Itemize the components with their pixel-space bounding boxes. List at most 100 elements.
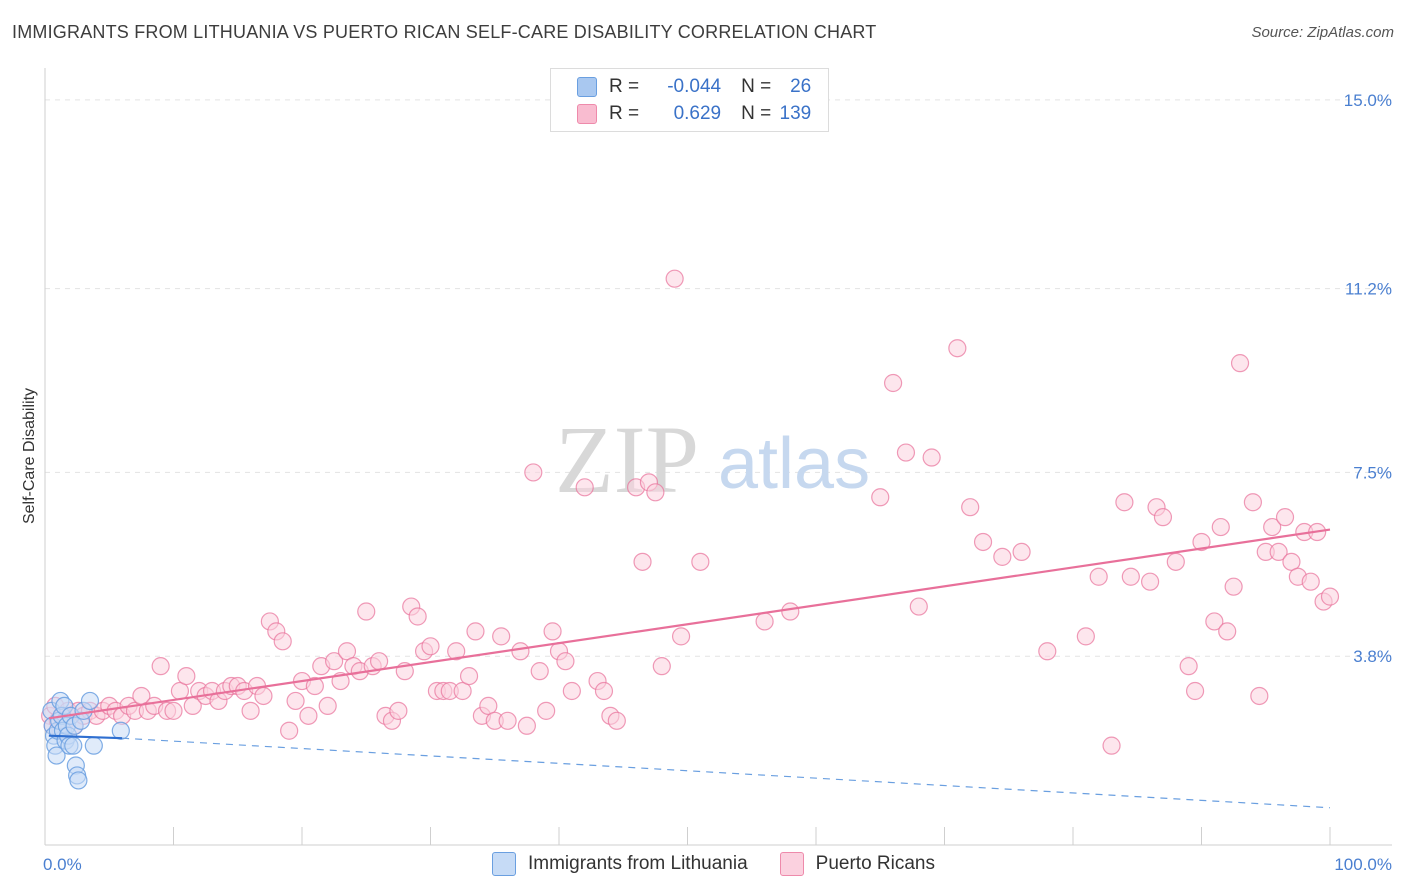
point-puerto-ricans <box>1166 552 1185 571</box>
point-puerto-ricans <box>993 547 1012 566</box>
point-puerto-ricans <box>1250 686 1269 706</box>
legend-label-lithuania: Immigrants from Lithuania <box>528 853 748 874</box>
point-puerto-ricans <box>1301 572 1320 591</box>
point-puerto-ricans <box>922 448 941 467</box>
point-puerto-ricans <box>691 552 710 571</box>
point-lithuania <box>64 736 83 755</box>
point-puerto-ricans <box>530 662 549 681</box>
point-puerto-ricans <box>254 686 273 706</box>
point-puerto-ricans <box>1038 642 1057 661</box>
point-lithuania <box>69 771 88 790</box>
point-puerto-ricans <box>1140 572 1160 591</box>
point-puerto-ricans <box>948 339 967 358</box>
point-puerto-ricans <box>1269 542 1288 562</box>
trend-line-lithuania <box>48 734 123 740</box>
watermark: ZIP atlas <box>555 406 870 513</box>
point-puerto-ricans <box>1115 493 1134 512</box>
point-puerto-ricans <box>1012 542 1031 562</box>
point-puerto-ricans <box>389 701 408 720</box>
watermark-zip: ZIP <box>555 406 699 513</box>
legend-r-label: R = <box>609 76 640 97</box>
trend-lines <box>48 528 1331 809</box>
legend-n-value: 26 <box>790 76 812 97</box>
watermark-atlas: atlas <box>718 424 870 504</box>
x-tick-label: 0.0% <box>43 855 82 874</box>
point-puerto-ricans <box>1320 587 1340 606</box>
y-tick-label: 11.2% <box>1345 280 1392 299</box>
correlation-legend: R = -0.044 N = 26 R = 0.629 N = 139 <box>550 68 829 132</box>
point-puerto-ricans <box>755 612 774 631</box>
point-puerto-ricans <box>607 711 626 730</box>
legend-row-lithuania: R = -0.044 N = 26 <box>551 74 811 100</box>
point-puerto-ricans <box>883 373 903 393</box>
legend-swatch-lithuania <box>492 852 516 876</box>
point-puerto-ricans <box>781 602 800 621</box>
point-puerto-ricans <box>273 632 292 651</box>
tick-labels: 3.8% 7.5% 11.2% 15.0% 0.0% 100.0% <box>43 91 1392 874</box>
legend-swatch-lithuania <box>577 77 597 97</box>
trend-line-lithuania-extension <box>122 737 1331 809</box>
point-puerto-ricans <box>1185 681 1205 701</box>
point-puerto-ricans <box>421 637 440 656</box>
point-puerto-ricans <box>241 701 260 720</box>
point-puerto-ricans <box>286 691 305 711</box>
point-puerto-ricans <box>1275 508 1295 527</box>
point-puerto-ricans <box>492 627 511 646</box>
legend-label-puerto-ricans: Puerto Ricans <box>815 853 935 874</box>
point-puerto-ricans <box>1243 493 1263 512</box>
point-puerto-ricans <box>466 622 485 641</box>
series-legend: Immigrants from Lithuania Puerto Ricans <box>492 852 935 876</box>
legend-r-value: -0.044 <box>667 76 722 97</box>
y-tick-label: 15.0% <box>1344 91 1392 110</box>
point-puerto-ricans <box>556 652 575 671</box>
trend-line-puerto-ricans <box>48 528 1331 720</box>
source-label: Source: ZipAtlas.com <box>1251 24 1394 41</box>
point-puerto-ricans <box>871 488 890 507</box>
point-puerto-ricans <box>151 657 170 676</box>
point-puerto-ricans <box>575 478 594 497</box>
point-lithuania <box>80 691 100 711</box>
grid-lines <box>45 99 1392 657</box>
point-puerto-ricans <box>909 597 928 616</box>
point-puerto-ricans <box>1179 657 1198 676</box>
point-puerto-ricans <box>1205 612 1224 631</box>
x-tick-label: 100.0% <box>1334 855 1392 874</box>
legend-n-label: N = <box>741 76 772 97</box>
point-puerto-ricans <box>1218 622 1237 641</box>
point-lithuania <box>84 736 103 755</box>
point-puerto-ricans <box>305 676 324 696</box>
point-puerto-ricans <box>318 696 337 716</box>
point-puerto-ricans <box>1263 517 1282 537</box>
point-puerto-ricans <box>177 666 196 686</box>
point-puerto-ricans <box>961 498 980 517</box>
point-puerto-ricans <box>671 627 691 646</box>
point-puerto-ricans <box>633 552 652 571</box>
point-puerto-ricans <box>511 642 530 661</box>
point-puerto-ricans <box>543 622 562 641</box>
point-puerto-ricans <box>896 443 916 462</box>
point-puerto-ricans <box>325 652 344 671</box>
point-puerto-ricans <box>1211 517 1230 537</box>
point-puerto-ricans <box>665 269 684 288</box>
point-puerto-ricans <box>537 701 556 720</box>
point-puerto-ricans <box>562 681 581 701</box>
point-puerto-ricans <box>1224 577 1243 596</box>
legend-n-label: N = <box>741 103 772 124</box>
point-puerto-ricans <box>517 716 536 735</box>
y-axis-label: Self-Care Disability <box>21 388 38 524</box>
point-puerto-ricans <box>652 657 671 676</box>
point-puerto-ricans <box>299 706 318 725</box>
point-puerto-ricans <box>164 701 183 720</box>
point-lithuania <box>111 721 130 740</box>
point-puerto-ricans <box>973 532 993 552</box>
point-puerto-ricans <box>357 602 376 621</box>
series-puerto-ricans <box>41 269 1340 755</box>
legend-row-puerto-ricans: R = 0.629 N = 139 <box>551 101 811 127</box>
y-tick-label: 7.5% <box>1353 463 1392 482</box>
point-puerto-ricans <box>1076 627 1095 646</box>
legend-n-value: 139 <box>779 103 812 124</box>
point-puerto-ricans <box>646 483 665 502</box>
point-puerto-ricans <box>459 666 479 686</box>
point-puerto-ricans <box>408 607 427 626</box>
